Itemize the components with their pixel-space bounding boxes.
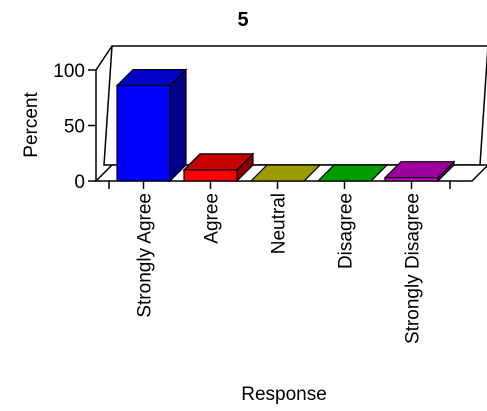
bar-agree [182,152,255,183]
x-tick-label: Disagree [336,193,357,269]
y-tick-label: 50 [64,117,85,138]
bar-front [116,84,171,182]
x-axis-label: Response [241,384,327,405]
back-wall-left-edge [95,45,113,71]
bar-disagree [316,164,389,182]
x-tick-label: Neutral [269,193,290,254]
bar-side [169,68,187,183]
x-axis-ticks: Strongly Agree Agree Neutral Disagree Strong… [108,181,451,344]
bar-front [384,177,439,182]
bar-neutral [249,164,322,182]
y-axis-label: Percent [21,92,42,158]
bar-strongly-agree [115,68,188,183]
x-tick-label: Strongly Disagree [403,193,424,344]
y-axis-ticks: 0 50 100 [53,61,96,193]
y-tick-label: 100 [53,61,85,82]
x-tick-label: Strongly Agree [135,193,156,318]
bar-top [316,164,389,182]
x-tick-label: Agree [202,193,223,244]
bar-strongly-disagree [383,160,456,183]
bars [115,68,456,183]
bar-top [249,164,322,182]
chart-title: 5 [237,9,248,31]
y-tick-label: 0 [74,172,85,193]
bar-front [183,169,238,182]
